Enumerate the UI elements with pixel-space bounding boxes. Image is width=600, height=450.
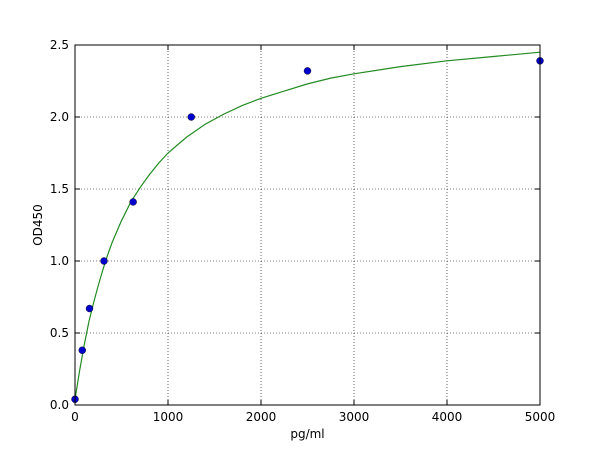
data-point bbox=[129, 198, 137, 206]
curve-layer bbox=[74, 51, 541, 400]
fit-curve-line bbox=[74, 51, 541, 400]
y-tick-label: 1.5 bbox=[50, 182, 69, 196]
y-tick-label: 1.0 bbox=[50, 254, 69, 268]
data-point bbox=[100, 257, 108, 265]
ticks-layer bbox=[74, 44, 541, 406]
grid-layer bbox=[75, 45, 540, 405]
x-tick-label: 2000 bbox=[246, 410, 277, 424]
y-tick-label: 0.5 bbox=[50, 326, 69, 340]
data-point bbox=[187, 113, 195, 121]
tick-labels-layer: 0 1000 2000 3000 4000 5000 0.0 0.5 1.0 1.5 2.0 2.5 bbox=[50, 38, 555, 424]
x-axis-label: pg/ml bbox=[290, 427, 324, 441]
y-tick-label: 2.0 bbox=[50, 110, 69, 124]
y-tick-label: 0.0 bbox=[50, 398, 69, 412]
x-tick-label: 0 bbox=[71, 410, 79, 424]
x-tick-label: 3000 bbox=[339, 410, 370, 424]
points-layer bbox=[71, 57, 544, 403]
x-tick-label: 5000 bbox=[525, 410, 556, 424]
y-axis-label: OD450 bbox=[31, 204, 45, 246]
data-point bbox=[85, 304, 94, 313]
y-tick-label: 2.5 bbox=[50, 38, 69, 52]
data-point bbox=[303, 67, 312, 75]
x-tick-label: 4000 bbox=[432, 410, 463, 424]
plot-frame bbox=[74, 44, 541, 406]
data-point bbox=[78, 346, 86, 354]
x-tick-label: 1000 bbox=[153, 410, 184, 424]
